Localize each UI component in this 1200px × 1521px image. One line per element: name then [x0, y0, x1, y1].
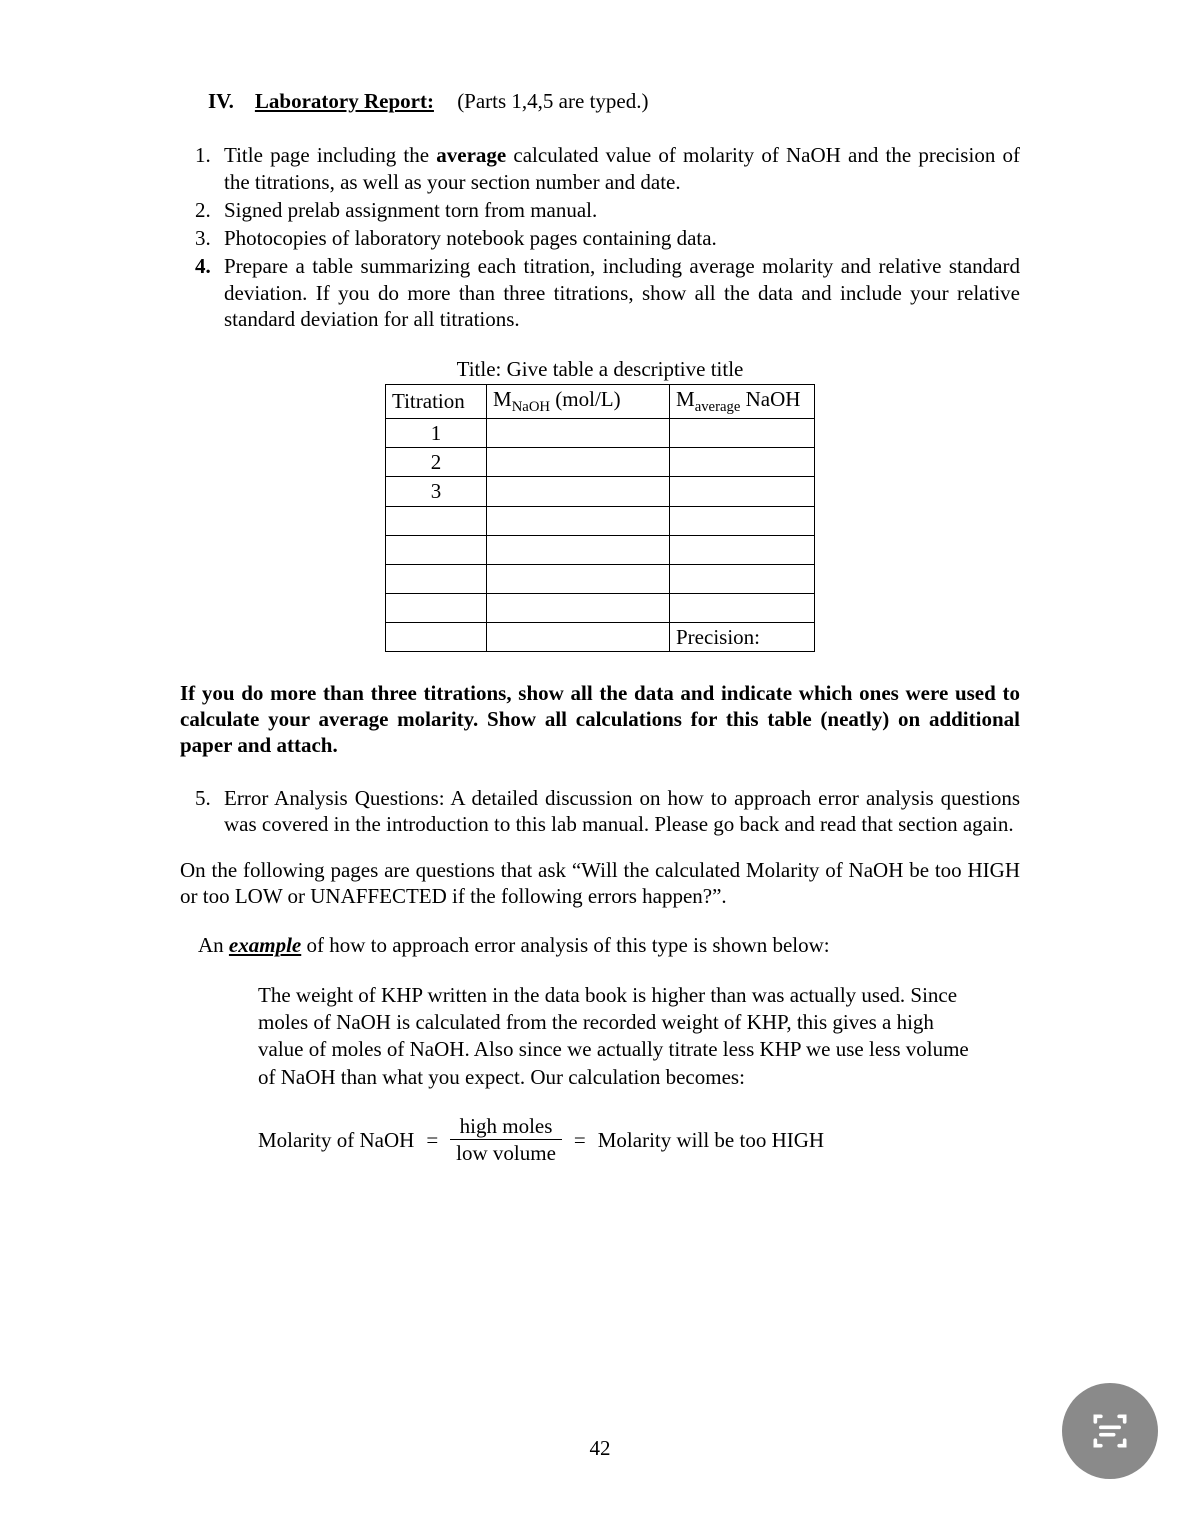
example-intro-b: of how to approach error analysis of thi…: [301, 933, 829, 957]
follow-para: On the following pages are questions tha…: [180, 857, 1020, 910]
example-intro-a: An: [198, 933, 229, 957]
cell: [487, 535, 670, 564]
section-heading: IV. Laboratory Report: (Parts 1,4,5 are …: [208, 88, 1020, 114]
report-list: Title page including the average calcula…: [180, 142, 1020, 332]
scan-icon: [1088, 1409, 1132, 1453]
table-row: [386, 506, 815, 535]
cell: [670, 506, 815, 535]
example-intro: An example of how to approach error anal…: [198, 932, 1020, 958]
cell: [670, 418, 815, 447]
th-mnaoh-post: (mol/L): [550, 387, 621, 411]
table-header-row: Titration MNaOH (mol/L) Maverage NaOH: [386, 385, 815, 419]
cell: [487, 593, 670, 622]
item5-list: Error Analysis Questions: A detailed dis…: [180, 785, 1020, 838]
cell: [670, 535, 815, 564]
eq-sign-2: =: [574, 1127, 586, 1153]
th-titration: Titration: [386, 385, 487, 419]
heading-title: Laboratory Report:: [255, 89, 434, 113]
th-mnaoh-pre: M: [493, 387, 512, 411]
th-mavg-post: NaOH: [740, 387, 800, 411]
list-item-2: Signed prelab assignment torn from manua…: [216, 197, 1020, 223]
eq-sign-1: =: [426, 1127, 438, 1153]
list-item-1: Title page including the average calcula…: [216, 142, 1020, 195]
th-mnaoh: MNaOH (mol/L): [487, 385, 670, 419]
table-row-precision: Precision:: [386, 622, 815, 651]
eq-fraction: high moles low volume: [450, 1113, 562, 1167]
cell: [487, 477, 670, 506]
list-item-1-bold: average: [436, 143, 506, 167]
cell: [386, 564, 487, 593]
scan-document-button[interactable]: [1062, 1383, 1158, 1479]
titration-table-wrap: Title: Give table a descriptive title Ti…: [385, 356, 815, 652]
cell: [670, 477, 815, 506]
table-row: 2: [386, 448, 815, 477]
cell: [670, 564, 815, 593]
th-mavg-sub: average: [695, 399, 741, 415]
precision-cell: Precision:: [670, 622, 815, 651]
titration-table: Titration MNaOH (mol/L) Maverage NaOH 1 …: [385, 384, 815, 652]
cell: [487, 622, 670, 651]
cell: [487, 564, 670, 593]
example-word: example: [229, 933, 301, 957]
instruction-block: If you do more than three titrations, sh…: [180, 680, 1020, 759]
heading-note: (Parts 1,4,5 are typed.): [457, 89, 648, 113]
cell: [386, 506, 487, 535]
eq-lhs: Molarity of NaOH: [258, 1127, 414, 1153]
table-row: 3: [386, 477, 815, 506]
cell: [487, 448, 670, 477]
cell: 1: [386, 418, 487, 447]
cell: [386, 593, 487, 622]
table-row: [386, 593, 815, 622]
th-mavg: Maverage NaOH: [670, 385, 815, 419]
th-mnaoh-sub: NaOH: [512, 399, 550, 415]
cell: [386, 535, 487, 564]
equation: Molarity of NaOH = high moles low volume…: [258, 1113, 1020, 1167]
eq-den: low volume: [450, 1140, 562, 1166]
eq-rhs: Molarity will be too HIGH: [598, 1127, 824, 1153]
page-number: 42: [0, 1435, 1200, 1461]
list-item-5: Error Analysis Questions: A detailed dis…: [216, 785, 1020, 838]
list-item-4: Prepare a table summarizing each titrati…: [216, 253, 1020, 332]
eq-num: high moles: [450, 1113, 562, 1140]
cell: [670, 448, 815, 477]
th-mavg-pre: M: [676, 387, 695, 411]
example-body: The weight of KHP written in the data bo…: [258, 982, 980, 1091]
table-row: [386, 535, 815, 564]
table-caption: Title: Give table a descriptive title: [385, 356, 815, 382]
table-row: 1: [386, 418, 815, 447]
cell: [670, 593, 815, 622]
cell: [487, 418, 670, 447]
heading-roman: IV.: [208, 89, 234, 113]
table-row: [386, 564, 815, 593]
cell: 2: [386, 448, 487, 477]
cell: [487, 506, 670, 535]
page: IV. Laboratory Report: (Parts 1,4,5 are …: [0, 0, 1200, 1521]
cell: 3: [386, 477, 487, 506]
list-item-3: Photocopies of laboratory notebook pages…: [216, 225, 1020, 251]
cell: [386, 622, 487, 651]
list-item-1a: Title page including the: [224, 143, 436, 167]
